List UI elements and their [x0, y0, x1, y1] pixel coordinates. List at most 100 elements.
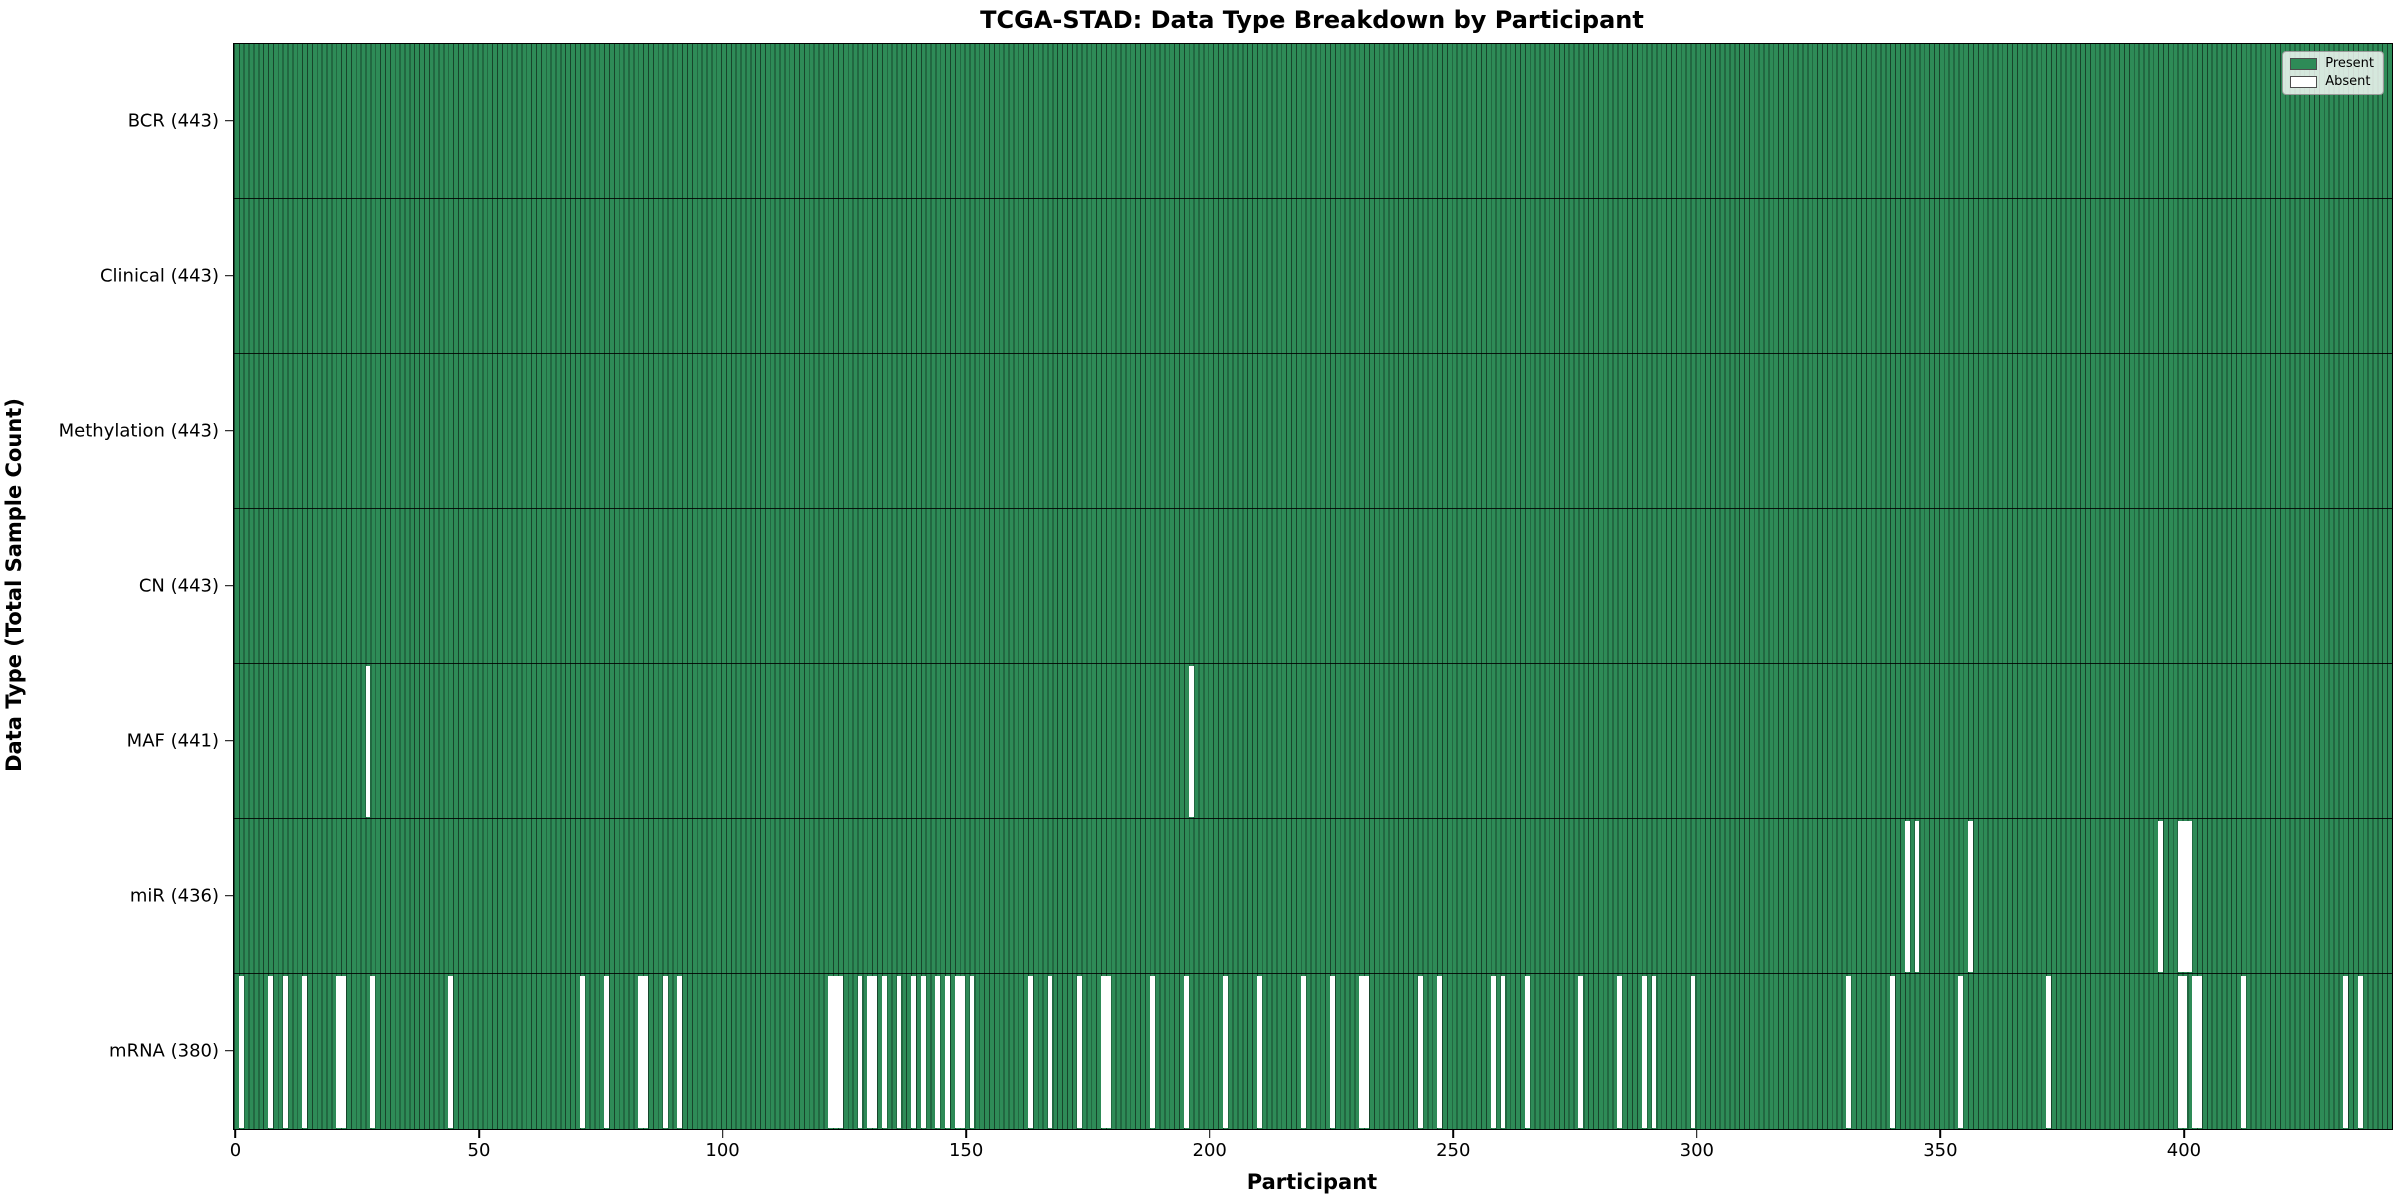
y-tick-mark	[225, 429, 233, 432]
presence-row-Methylation	[234, 354, 2392, 509]
absent-bar	[1490, 975, 1496, 1128]
absent-bar	[935, 975, 941, 1128]
absent-bar	[1149, 975, 1155, 1128]
absent-bar	[2357, 975, 2363, 1128]
absent-bar	[643, 975, 649, 1128]
chart-title: TCGA-STAD: Data Type Breakdown by Partic…	[980, 6, 1644, 34]
absent-bar	[1958, 975, 1964, 1128]
presence-row-Clinical	[234, 199, 2392, 354]
absent-bar	[1359, 975, 1365, 1128]
absent-bar	[2192, 975, 2198, 1128]
x-tick-mark	[721, 1130, 724, 1138]
presence-row-miR	[234, 819, 2392, 974]
x-tick-mark	[234, 1130, 237, 1138]
absent-bar	[302, 975, 308, 1128]
absent-bar	[1641, 975, 1647, 1128]
absent-bar	[2158, 820, 2164, 972]
absent-bar	[969, 975, 975, 1128]
absent-bar	[1651, 975, 1657, 1128]
absent-bar	[1846, 975, 1852, 1128]
absent-bar	[2177, 820, 2183, 972]
x-tick-label-100: 100	[705, 1140, 740, 1161]
absent-bar	[838, 975, 843, 1128]
y-tick-mark	[225, 739, 233, 742]
x-tick-label-400: 400	[2166, 1140, 2202, 1161]
absent-bar	[1330, 975, 1335, 1128]
absent-bar	[579, 975, 585, 1128]
y-tick-mark	[225, 119, 233, 122]
absent-bar	[1617, 975, 1623, 1128]
x-tick-label-150: 150	[948, 1140, 984, 1161]
absent-bar	[1300, 975, 1306, 1128]
absent-bar	[1105, 975, 1111, 1128]
presence-row-CN	[234, 509, 2392, 664]
legend: Present Absent	[2282, 51, 2384, 95]
absent-bar	[833, 975, 839, 1128]
y-tick-label-mRNA: mRNA (380)	[109, 1040, 219, 1061]
absent-bar	[945, 975, 951, 1128]
absent-bar	[365, 665, 371, 817]
absent-bar	[662, 975, 668, 1128]
absent-bar	[1500, 975, 1506, 1128]
legend-label-absent: Absent	[2325, 74, 2371, 89]
absent-bar	[828, 975, 834, 1128]
absent-bar	[1364, 975, 1369, 1128]
x-tick-label-200: 200	[1192, 1140, 1227, 1161]
x-tick-mark	[1208, 1130, 1211, 1138]
y-tick-label-MAF: MAF (441)	[126, 730, 219, 751]
absent-bar	[896, 975, 902, 1128]
y-tick-mark	[225, 274, 233, 277]
absent-bar	[1256, 975, 1262, 1128]
absent-bar	[2187, 820, 2193, 972]
y-tick-mark	[225, 584, 233, 587]
legend-label-present: Present	[2325, 56, 2374, 71]
absent-bar	[2197, 975, 2202, 1128]
absent-bar	[2182, 975, 2188, 1128]
absent-bar	[1437, 975, 1443, 1128]
presence-row-BCR	[234, 44, 2392, 199]
presence-row-MAF	[234, 664, 2392, 819]
y-tick-label-Clinical: Clinical (443)	[99, 265, 219, 286]
absent-bar	[954, 975, 960, 1128]
absent-bar	[2240, 975, 2246, 1128]
absent-bar	[2182, 820, 2188, 972]
x-tick-label-250: 250	[1436, 1140, 1471, 1161]
x-tick-mark	[1939, 1130, 1942, 1138]
absent-bar	[336, 975, 342, 1128]
absent-bar	[2177, 975, 2183, 1128]
absent-bar	[282, 975, 288, 1128]
absent-bar	[604, 975, 610, 1128]
absent-bar	[2046, 975, 2051, 1128]
absent-bar	[1222, 975, 1228, 1128]
y-tick-label-CN: CN (443)	[138, 575, 219, 596]
absent-bar	[268, 975, 273, 1128]
y-tick-mark	[225, 1049, 233, 1052]
y-tick-mark	[225, 894, 233, 897]
absent-bar	[1101, 975, 1106, 1128]
x-tick-mark	[478, 1130, 480, 1138]
x-tick-mark	[1696, 1130, 1698, 1138]
absent-bar	[448, 975, 454, 1128]
absent-bar	[638, 975, 644, 1128]
absent-bar	[1904, 820, 1910, 972]
x-tick-label-300: 300	[1679, 1140, 1715, 1161]
absent-bar	[881, 975, 887, 1128]
absent-bar	[1076, 975, 1082, 1128]
absent-bar	[1417, 975, 1423, 1128]
legend-entry-present: Present	[2290, 57, 2374, 71]
y-tick-label-BCR: BCR (443)	[127, 110, 219, 131]
x-tick-label-350: 350	[1923, 1140, 1958, 1161]
absent-bar	[238, 975, 244, 1128]
x-tick-label-0: 0	[229, 1140, 242, 1161]
absent-swatch-icon	[2290, 76, 2318, 88]
absent-bar	[1183, 975, 1189, 1128]
plot-area: Present Absent	[233, 43, 2393, 1130]
absent-bar	[677, 975, 683, 1128]
absent-bar	[1914, 820, 1920, 972]
x-tick-mark	[2183, 1130, 2185, 1138]
absent-bar	[370, 975, 376, 1128]
absent-bar	[1028, 975, 1033, 1128]
present-swatch-icon	[2290, 58, 2318, 70]
absent-bar	[911, 975, 916, 1128]
